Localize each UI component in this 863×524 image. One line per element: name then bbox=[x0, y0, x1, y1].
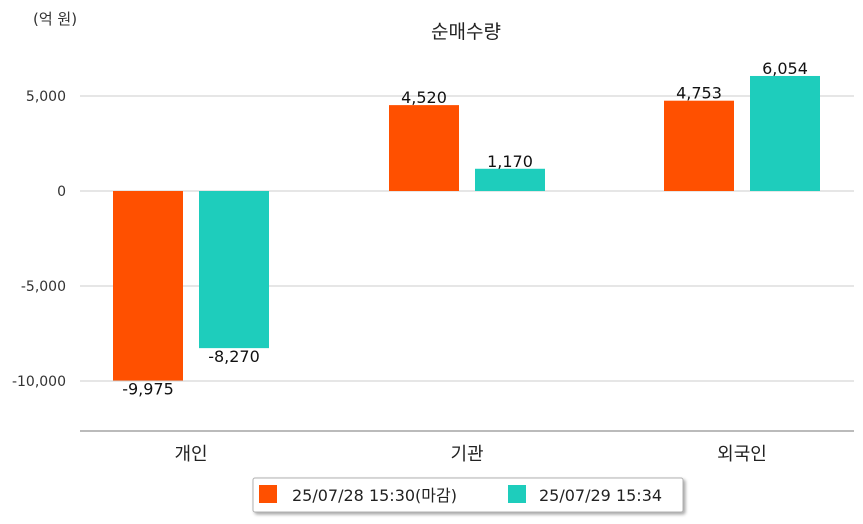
y-tick-label: -5,000 bbox=[21, 279, 66, 295]
legend-label-series-2: 25/07/29 15:34 bbox=[539, 486, 662, 505]
bars bbox=[113, 75, 820, 381]
x-axis-ticks: 개인 기관 외국인 bbox=[174, 444, 766, 465]
bar bbox=[750, 75, 820, 191]
chart-title: 순매수량 bbox=[431, 21, 501, 43]
y-tick-label: 0 bbox=[57, 184, 66, 200]
x-tick-label: 개인 bbox=[174, 444, 207, 465]
bar bbox=[199, 191, 269, 349]
legend-swatch-series-2 bbox=[508, 485, 526, 503]
data-label: -8,270 bbox=[208, 347, 260, 366]
y-tick-label: -10,000 bbox=[12, 374, 66, 390]
bar bbox=[389, 105, 459, 191]
data-label: -9,975 bbox=[122, 380, 174, 399]
x-tick-label: 기관 bbox=[450, 444, 483, 465]
data-labels: -9,975 4,520 4,753 -8,270 1,170 6,054 bbox=[122, 59, 808, 399]
data-label: 1,170 bbox=[487, 152, 533, 171]
bar bbox=[664, 100, 734, 191]
data-label: 6,054 bbox=[762, 59, 808, 78]
unit-label: (억 원) bbox=[33, 10, 77, 28]
legend-swatch-series-1 bbox=[259, 485, 277, 503]
grid-lines bbox=[80, 95, 854, 382]
legend-box bbox=[252, 477, 684, 513]
bar bbox=[475, 168, 545, 191]
data-label: 4,520 bbox=[401, 88, 447, 107]
bar bbox=[113, 191, 183, 381]
x-tick-label: 외국인 bbox=[717, 444, 767, 465]
legend-label-series-1: 25/07/28 15:30(마감) bbox=[292, 486, 457, 505]
data-label: 4,753 bbox=[676, 84, 722, 103]
legend: 25/07/28 15:30(마감) 25/07/29 15:34 bbox=[252, 477, 684, 513]
y-axis-ticks: 5,000 0 -5,000 -10,000 bbox=[12, 89, 66, 390]
y-tick-label: 5,000 bbox=[26, 89, 66, 105]
